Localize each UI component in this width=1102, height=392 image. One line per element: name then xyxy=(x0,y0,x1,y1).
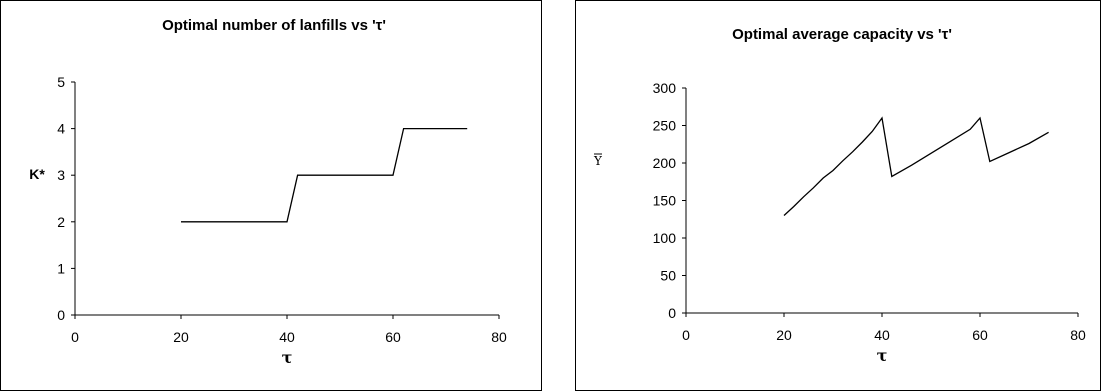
y-tick-label: 3 xyxy=(57,167,65,183)
x-tick-label: 80 xyxy=(1070,327,1086,343)
x-tick-label: 60 xyxy=(385,329,401,345)
series-line xyxy=(181,127,468,223)
y-tick-label: 0 xyxy=(57,307,65,323)
x-tick-label: 80 xyxy=(491,329,507,345)
x-tick-label: 60 xyxy=(972,327,988,343)
y-tick-label: 0 xyxy=(668,305,676,321)
chart-title: Optimal number of lanfills vs 'τ' xyxy=(162,17,386,34)
y-tick-label: 150 xyxy=(653,193,677,209)
y-tick-label: 200 xyxy=(653,155,677,171)
y-tick-label: 2 xyxy=(57,214,65,230)
x-tick-label: 20 xyxy=(173,329,189,345)
x-tick-label: 40 xyxy=(279,329,295,345)
capacity-chart: Optimal average capacity vs 'τ' 0 50 100 150… xyxy=(593,26,1086,365)
series-line xyxy=(783,116,1049,216)
chart-panel-landfills: Optimal number of lanfills vs 'τ' 0 1 2 3 4 5 0… xyxy=(0,0,542,391)
x-axis-label: τ xyxy=(282,348,293,367)
y-tick-label: 50 xyxy=(660,268,676,284)
y-tick-label: 100 xyxy=(653,230,677,246)
chart-panel-capacity: Optimal average capacity vs 'τ' 0 50 100 150… xyxy=(575,0,1101,391)
y-axis-label: K* xyxy=(29,166,45,182)
landfills-chart: Optimal number of lanfills vs 'τ' 0 1 2 3 4 5 0… xyxy=(29,17,507,367)
x-axis-label: τ xyxy=(877,346,888,365)
y-tick-label: 4 xyxy=(57,121,65,137)
chart-title: Optimal average capacity vs 'τ' xyxy=(732,26,952,43)
y-tick-label: 1 xyxy=(57,260,65,276)
y-tick-label: 5 xyxy=(57,74,65,90)
x-tick-label: 40 xyxy=(874,327,890,343)
x-tick-label: 20 xyxy=(776,327,792,343)
y-tick-label: 300 xyxy=(653,80,677,96)
y-axis-label: Y xyxy=(593,154,603,168)
x-tick-label: 0 xyxy=(682,327,690,343)
x-tick-label: 0 xyxy=(71,329,79,345)
y-tick-label: 250 xyxy=(653,118,677,134)
